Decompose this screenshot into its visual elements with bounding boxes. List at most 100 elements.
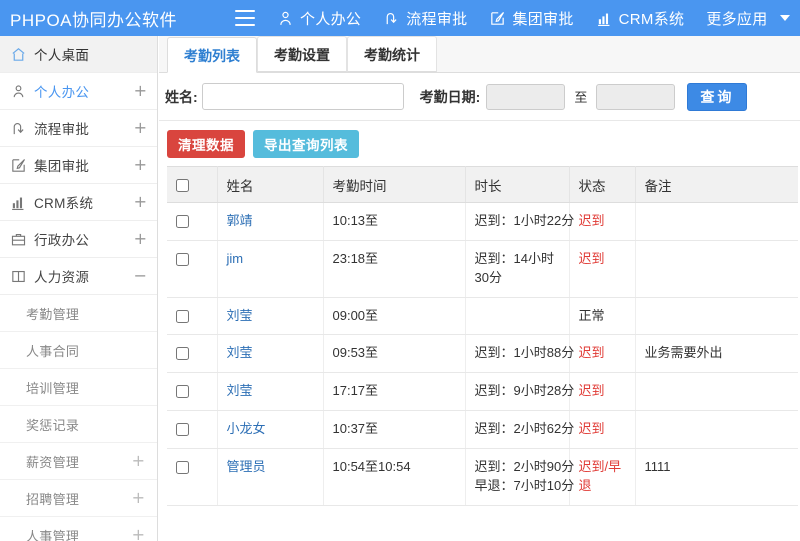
row-name-cell: jim: [217, 240, 324, 298]
sidebar-subitem-label: 考勤管理: [26, 306, 80, 322]
nav-item-group-approval[interactable]: 集团审批: [489, 8, 573, 29]
top-header-bar: PHPOA协同办公软件 个人办公 流程审批 集团审批 CRM系统 更多应用: [0, 0, 800, 36]
row-duration-cell: 迟到：1小时88分: [465, 334, 574, 374]
expand-indicator[interactable]: −: [133, 266, 147, 285]
refresh-arrow-icon: [13, 122, 24, 134]
tab-attendance-settings[interactable]: 考勤设置: [257, 36, 347, 72]
employee-name-link[interactable]: 小龙女: [226, 421, 266, 437]
query-button[interactable]: 查询: [687, 82, 748, 111]
briefcase-icon: [11, 233, 26, 245]
employee-name-link[interactable]: 管理员: [226, 458, 266, 474]
expand-indicator[interactable]: +: [133, 192, 147, 211]
expand-indicator[interactable]: +: [133, 118, 147, 137]
nav-item-personal-office[interactable]: 个人办公: [277, 8, 361, 29]
status-badge: 迟到: [569, 202, 636, 241]
sidebar: 个人桌面 个人办公 + 流程审批 + 集团审批 + CRM系统 +: [0, 36, 158, 541]
sidebar-subitem-reward-punishment-record[interactable]: 奖惩记录: [0, 406, 157, 443]
employee-name-link[interactable]: jim: [226, 250, 244, 266]
table-row[interactable]: 刘莹 17:17至 迟到：9小时28分 迟到: [167, 372, 798, 412]
sidebar-subitem-training-management[interactable]: 培训管理: [0, 369, 157, 406]
sidebar-subitem-label: 奖惩记录: [26, 417, 80, 433]
refresh-arrow-icon: [386, 12, 397, 24]
nav-item-process-approval[interactable]: 流程审批: [383, 8, 467, 29]
row-checkbox[interactable]: [176, 347, 189, 361]
row-time-cell: 10:37至: [323, 410, 466, 449]
employee-name-link[interactable]: 刘莹: [226, 383, 253, 399]
expand-indicator[interactable]: +: [131, 451, 145, 470]
table-row[interactable]: 郭靖 10:13至 迟到：1小时22分 迟到: [167, 202, 798, 241]
hamburger-icon[interactable]: [235, 10, 256, 26]
sidebar-item-process-approval[interactable]: 流程审批 +: [0, 110, 157, 147]
tab-attendance-stats[interactable]: 考勤统计: [347, 36, 437, 72]
column-header-remark[interactable]: 备注: [635, 166, 798, 203]
sidebar-subitem-label: 招聘管理: [26, 491, 80, 507]
chevron-down-icon[interactable]: [779, 15, 790, 21]
sidebar-item-admin-office[interactable]: 行政办公 +: [0, 221, 157, 258]
table-row[interactable]: 刘莹 09:00至 正常: [167, 297, 798, 336]
status-badge: 迟到: [569, 372, 636, 412]
row-checkbox[interactable]: [176, 460, 189, 474]
row-time-cell: 09:00至: [323, 297, 466, 336]
sidebar-item-crm[interactable]: CRM系统 +: [0, 184, 157, 221]
duration-late: 迟到：14小时30分: [474, 250, 554, 285]
sidebar-subitem-salary-management[interactable]: 薪资管理 +: [0, 443, 157, 480]
sidebar-subitem-hr-contract[interactable]: 人事合同: [0, 332, 157, 369]
row-name-cell: 小龙女: [217, 410, 324, 449]
column-header-time[interactable]: 考勤时间: [323, 166, 466, 203]
nav-label: 个人办公: [300, 10, 362, 28]
employee-name-link[interactable]: 郭靖: [226, 213, 253, 228]
sidebar-item-personal-office[interactable]: 个人办公 +: [0, 73, 157, 110]
sidebar-subitem-attendance-management[interactable]: 考勤管理: [0, 295, 157, 332]
row-remark-cell: [635, 202, 798, 241]
row-time-cell: 23:18至: [323, 240, 466, 298]
column-header-status[interactable]: 状态: [569, 166, 636, 203]
expand-indicator[interactable]: +: [133, 155, 147, 174]
filter-bar: 姓名: 考勤日期: 至 查询: [159, 73, 800, 121]
select-all-checkbox[interactable]: [176, 178, 189, 192]
date-end-input[interactable]: [596, 83, 676, 110]
row-select-cell: [167, 202, 218, 241]
tab-attendance-list[interactable]: 考勤列表: [167, 37, 257, 73]
row-checkbox[interactable]: [176, 309, 189, 323]
nav-item-more-apps[interactable]: 更多应用: [706, 8, 767, 29]
column-header-duration[interactable]: 时长: [465, 166, 570, 203]
table-row[interactable]: 小龙女 10:37至 迟到：2小时62分 迟到: [167, 410, 798, 449]
date-start-input[interactable]: [486, 83, 566, 110]
sidebar-item-group-approval[interactable]: 集团审批 +: [0, 147, 157, 184]
sidebar-item-label: 个人桌面: [34, 48, 90, 63]
employee-name-link[interactable]: 刘莹: [226, 345, 253, 361]
expand-indicator[interactable]: +: [133, 81, 147, 100]
edit-square-icon: [12, 158, 26, 172]
expand-indicator[interactable]: +: [131, 488, 145, 507]
row-remark-cell: 1111: [635, 448, 798, 506]
row-checkbox[interactable]: [176, 423, 189, 437]
row-select-cell: [167, 448, 218, 506]
sidebar-subitem-personnel-management[interactable]: 人事管理 +: [0, 517, 157, 541]
sidebar-subitem-recruitment-management[interactable]: 招聘管理 +: [0, 480, 157, 517]
row-checkbox[interactable]: [176, 215, 189, 229]
row-duration-cell: 迟到：14小时30分: [465, 240, 570, 298]
nav-item-crm[interactable]: CRM系统: [596, 8, 685, 29]
export-list-button[interactable]: 导出查询列表: [253, 129, 359, 158]
column-header-name[interactable]: 姓名: [217, 166, 324, 203]
sidebar-item-label: 个人办公: [34, 85, 90, 100]
status-badge: 正常: [569, 297, 636, 336]
expand-indicator[interactable]: +: [133, 229, 147, 248]
clear-data-button[interactable]: 清理数据: [167, 129, 245, 158]
row-checkbox[interactable]: [176, 385, 189, 399]
attendance-table: 姓名 考勤时间 时长 状态 备注 郭靖 10:13至 迟到：1小时22分 迟到 …: [167, 166, 798, 506]
sidebar-subitem-label: 人事管理: [26, 528, 80, 541]
sidebar-item-label: 流程审批: [34, 122, 90, 137]
row-checkbox[interactable]: [176, 252, 189, 266]
name-field-label: 姓名:: [165, 88, 198, 105]
search-name-input[interactable]: [201, 83, 404, 110]
table-row[interactable]: 管理员 10:54至10:54 迟到：2小时90分 早退：7小时10分 迟到/早…: [167, 448, 798, 506]
table-row[interactable]: 刘莹 09:53至 迟到：1小时88分 迟到 业务需要外出: [167, 334, 798, 374]
row-name-cell: 郭靖: [217, 202, 324, 241]
employee-name-link[interactable]: 刘莹: [226, 307, 253, 323]
sidebar-item-human-resources[interactable]: 人力资源 −: [0, 258, 157, 295]
table-row[interactable]: jim 23:18至 迟到：14小时30分 迟到: [167, 240, 798, 298]
row-select-cell: [167, 410, 218, 449]
sidebar-item-personal-desktop[interactable]: 个人桌面: [0, 36, 157, 73]
expand-indicator[interactable]: +: [131, 525, 145, 541]
